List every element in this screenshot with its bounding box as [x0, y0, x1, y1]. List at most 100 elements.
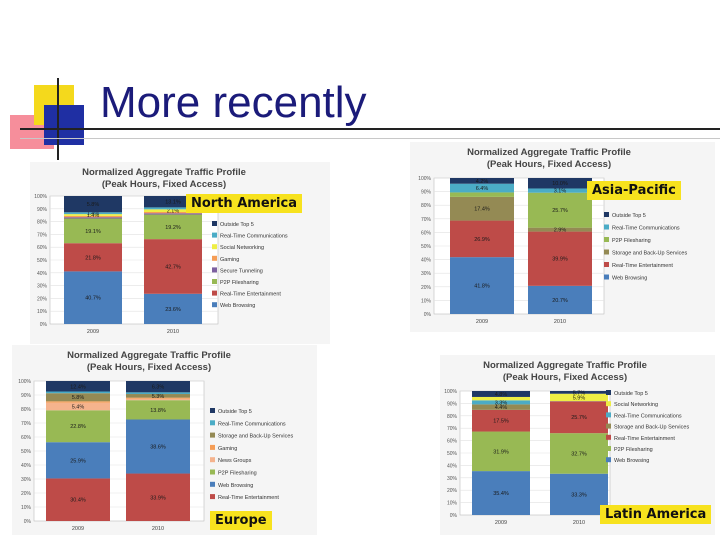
legend-label: Outside Top 5 [614, 391, 648, 397]
bar-segment [472, 431, 530, 472]
bar-segment [550, 433, 608, 474]
data-label: 5.8% [87, 202, 100, 208]
data-label: 19.2% [165, 225, 181, 231]
data-label: 33.9% [150, 495, 166, 501]
y-tick-label: 20% [21, 491, 32, 497]
bar-segment [528, 227, 592, 232]
legend-label: Real-Time Communications [218, 421, 286, 427]
x-tick-label: 2010 [554, 319, 566, 325]
bar-segment [450, 192, 514, 197]
data-label: 13.1% [165, 200, 181, 206]
legend-label: Social Networking [614, 402, 658, 408]
chart-asia-pacific: Normalized Aggregate Traffic Profile(Pea… [410, 142, 715, 332]
y-tick-label: 10% [447, 501, 458, 507]
x-tick-label: 2009 [476, 319, 488, 325]
y-tick-label: 0% [24, 519, 32, 525]
legend-label: Secure Tunneling [220, 268, 263, 274]
data-label: 2.1% [167, 209, 180, 215]
chart-title: Normalized Aggregate Traffic Profile [82, 167, 246, 178]
y-tick-label: 50% [421, 244, 432, 250]
legend-swatch [212, 244, 217, 250]
bar-segment [64, 215, 122, 218]
legend-swatch [604, 212, 609, 217]
data-label: 35.4% [493, 491, 509, 497]
y-tick-label: 100% [34, 194, 47, 200]
y-tick-label: 70% [37, 232, 48, 238]
legend-label: Storage and Back-Up Services [612, 251, 687, 257]
bar-segment [46, 381, 110, 392]
bar-segment [450, 183, 514, 193]
y-tick-label: 90% [421, 190, 432, 196]
y-tick-label: 80% [421, 203, 432, 209]
legend-swatch [606, 390, 611, 395]
y-tick-label: 60% [21, 435, 32, 441]
region-label-europe: Europe [210, 511, 272, 530]
legend-swatch [210, 444, 215, 450]
data-label: 40.7% [85, 296, 101, 302]
legend-label: Gaming [218, 446, 237, 452]
y-tick-label: 30% [447, 476, 458, 482]
legend-label: News Groups [218, 458, 252, 464]
data-label: 4.4% [495, 405, 508, 411]
legend-swatch [210, 457, 215, 463]
y-tick-label: 50% [37, 258, 48, 264]
legend-label: Real-Time Communications [612, 226, 680, 232]
legend-swatch [212, 221, 217, 226]
y-tick-label: 90% [21, 393, 32, 399]
bar-segment [126, 381, 190, 393]
legend-label: Web Browsing [218, 483, 253, 489]
chart-latin-america: Normalized Aggregate Traffic Profile(Pea… [440, 355, 715, 535]
y-tick-label: 60% [37, 245, 48, 251]
y-tick-label: 0% [40, 322, 48, 328]
bar-segment [450, 257, 514, 314]
legend-swatch [210, 432, 215, 438]
y-tick-label: 20% [37, 296, 48, 302]
data-label: 4.8% [495, 392, 508, 398]
bar-segment [46, 391, 110, 394]
x-tick-label: 2009 [72, 526, 84, 532]
region-label-asia-pacific: Asia-Pacific [587, 181, 681, 200]
y-tick-label: 0% [450, 513, 458, 519]
legend-label: Storage and Back-Up Services [218, 434, 293, 440]
bar-segment [126, 419, 190, 474]
legend-swatch [212, 279, 217, 284]
legend-swatch [212, 255, 217, 261]
legend-label: Outside Top 5 [612, 213, 646, 219]
bar-segment [472, 396, 530, 401]
data-label: 22.8% [70, 424, 86, 430]
bar-segment [472, 400, 530, 405]
legend-swatch [210, 481, 215, 487]
bar-segment [126, 473, 190, 521]
bar-segment [126, 394, 190, 398]
bar-segment [46, 401, 110, 403]
bar-segment [450, 220, 514, 258]
bar-segment [550, 393, 608, 402]
data-label: 25.9% [70, 458, 86, 464]
y-tick-label: 70% [21, 421, 32, 427]
data-label: 17.5% [493, 419, 509, 425]
bar-segment [64, 218, 122, 244]
data-label: 6.4% [476, 186, 489, 192]
bar-segment [144, 212, 202, 214]
chart-title: Normalized Aggregate Traffic Profile [467, 147, 631, 158]
chart-subtitle: (Peak Hours, Fixed Access) [487, 159, 611, 170]
x-tick-label: 2009 [87, 329, 99, 335]
bar-segment [46, 410, 110, 443]
bar-segment [528, 231, 592, 286]
bar-segment [64, 214, 122, 216]
y-tick-label: 100% [444, 389, 457, 395]
bar-segment [472, 471, 530, 515]
y-tick-label: 90% [447, 401, 458, 407]
bar-segment [64, 243, 122, 272]
legend-swatch [604, 262, 609, 267]
legend-label: Real-Time Entertainment [220, 292, 281, 298]
y-tick-label: 50% [21, 449, 32, 455]
legend-swatch [210, 420, 215, 426]
data-label: 39.9% [552, 257, 568, 263]
bar-segment [144, 207, 202, 210]
y-tick-label: 80% [447, 414, 458, 420]
legend-label: Real-Time Entertainment [218, 495, 279, 501]
y-tick-label: 20% [447, 488, 458, 494]
legend-label: Outside Top 5 [220, 222, 254, 228]
data-label: 1.4% [87, 213, 100, 219]
